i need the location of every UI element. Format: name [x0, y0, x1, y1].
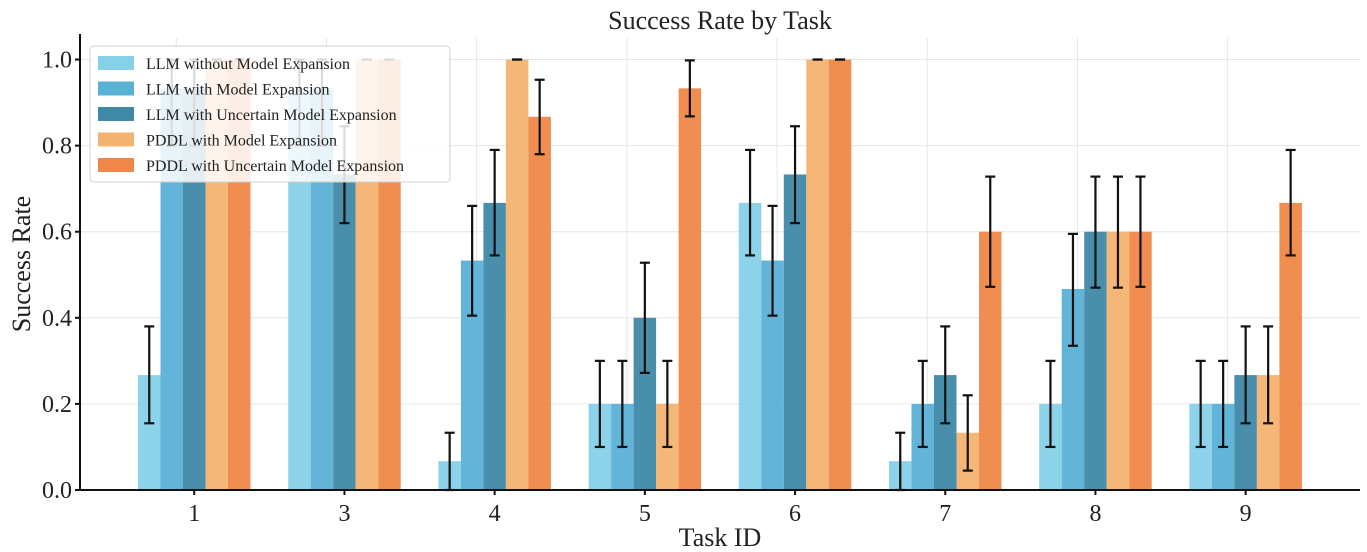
bar	[1084, 231, 1107, 490]
y-tick-label: 0.6	[42, 220, 72, 246]
legend-swatch	[98, 158, 134, 172]
bar	[1256, 375, 1280, 490]
bars	[138, 59, 1302, 491]
bar	[738, 202, 762, 490]
legend-entry: LLM with Model Expansion	[146, 82, 330, 99]
y-tick-label: 0.4	[42, 306, 72, 332]
legend-entry: PDDL with Uncertain Model Expansion	[146, 158, 404, 175]
x-tick-label: 4	[489, 501, 501, 527]
legend-swatch	[98, 107, 134, 121]
legend-box	[89, 45, 451, 183]
bar	[528, 116, 551, 490]
bar	[460, 260, 484, 490]
x-tick-label: 7	[939, 501, 951, 527]
bar	[678, 88, 702, 490]
bar	[783, 174, 807, 491]
tick-labels: 0.0 0.2 0.4 0.6 0.8 1.0 1 3 4 5 6 7 8 9	[42, 48, 1252, 527]
x-tick-label: 5	[639, 501, 651, 527]
bar	[160, 88, 183, 490]
bar	[1234, 375, 1257, 490]
x-tick-label: 1	[188, 501, 200, 527]
y-tick-label: 1.0	[42, 48, 72, 74]
legend-entry: LLM with Uncertain Model Expansion	[146, 107, 397, 124]
x-tick-label: 3	[338, 501, 350, 527]
bar	[483, 202, 506, 490]
bar	[1061, 288, 1085, 490]
legend-entry: LLM without Model Expansion	[146, 56, 350, 73]
bar	[183, 88, 206, 490]
y-tick-label: 0.2	[42, 392, 72, 418]
x-axis-label: Task ID	[679, 523, 762, 552]
bar	[979, 231, 1002, 490]
bar	[333, 174, 356, 491]
x-tick-label: 6	[789, 501, 801, 527]
x-tick-label: 8	[1089, 501, 1101, 527]
legend-swatch	[98, 56, 134, 70]
bar	[1106, 231, 1130, 490]
chart-title: Success Rate by Task	[608, 6, 832, 35]
y-axis-label: Success Rate	[7, 196, 36, 332]
bar	[806, 59, 829, 491]
bar	[1279, 202, 1302, 490]
legend: LLM without Model Expansion LLM with Mode…	[89, 45, 451, 183]
bar	[505, 59, 529, 491]
legend-swatch	[98, 132, 134, 147]
bar	[1129, 231, 1152, 490]
bar	[934, 375, 957, 490]
y-tick-label: 0.0	[42, 478, 72, 504]
legend-swatch	[98, 81, 134, 96]
axes	[75, 34, 1360, 495]
bar	[138, 375, 161, 490]
bar	[761, 260, 784, 490]
x-tick-label: 9	[1240, 501, 1252, 527]
y-tick-label: 0.8	[42, 134, 72, 160]
bar	[288, 88, 311, 490]
legend-entry: PDDL with Model Expansion	[146, 133, 337, 150]
bar	[828, 59, 852, 491]
bar	[310, 88, 334, 490]
bar	[633, 317, 657, 490]
